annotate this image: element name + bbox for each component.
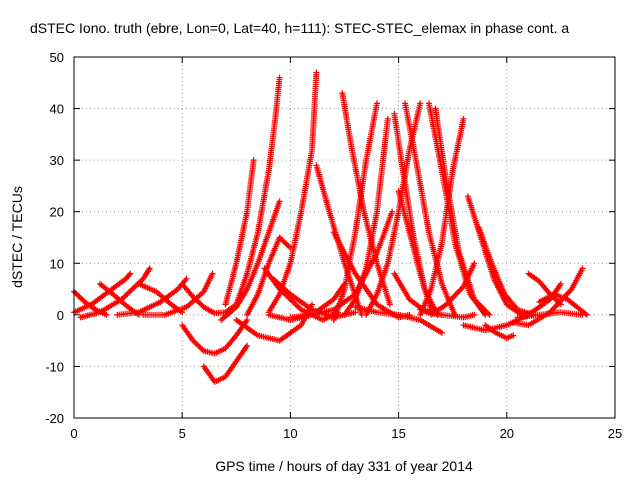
data-point-markers — [341, 115, 391, 318]
y-tick-label: 20 — [50, 205, 64, 220]
data-point-markers — [261, 265, 341, 323]
x-tick-label: 15 — [391, 426, 405, 441]
data-arc — [179, 317, 251, 357]
x-tick-label: 10 — [283, 426, 297, 441]
y-axis-label: dSTEC / TECUs — [9, 186, 25, 288]
data-arc — [222, 157, 257, 308]
data-arc — [417, 306, 478, 321]
data-arc — [261, 265, 341, 323]
data-point-markers — [536, 291, 590, 318]
x-tick-label: 0 — [70, 426, 77, 441]
data-arc — [140, 270, 216, 318]
data-point-markers — [417, 306, 478, 321]
y-tick-label: 30 — [50, 153, 64, 168]
data-point-markers — [352, 304, 445, 336]
data-point-markers — [179, 317, 251, 357]
data-arc — [200, 342, 251, 385]
data-point-markers — [525, 270, 564, 308]
data-point-markers — [200, 342, 251, 385]
x-tick-label: 25 — [608, 426, 622, 441]
data-point-markers — [475, 224, 536, 318]
data-arc — [536, 291, 590, 318]
data-marks — [71, 69, 590, 385]
y-tick-label: 40 — [50, 102, 64, 117]
data-arc — [233, 74, 283, 308]
y-tick-label: 0 — [57, 308, 64, 323]
data-arc — [402, 100, 458, 318]
plot-frame — [73, 56, 616, 419]
data-arc — [352, 304, 445, 336]
y-tick-label: -10 — [45, 359, 64, 374]
data-arc — [514, 309, 586, 321]
grid — [74, 57, 615, 418]
data-arc — [475, 224, 536, 318]
data-arc — [425, 100, 489, 318]
data-arc — [330, 100, 380, 323]
x-tick-label: 5 — [179, 426, 186, 441]
axis-ticks: 0 5 10 15 20 25 -20 -10 0 10 20 30 40 50 — [45, 50, 622, 441]
data-point-markers — [233, 74, 283, 308]
data-point-markers — [179, 280, 240, 317]
y-tick-label: 50 — [50, 50, 64, 65]
chart-title: dSTEC Iono. truth (ebre, Lon=0, Lat=40, … — [30, 20, 569, 36]
data-arc — [179, 280, 240, 317]
y-tick-label: 10 — [50, 256, 64, 271]
y-tick-label: -20 — [45, 411, 64, 426]
data-arc — [244, 234, 294, 318]
x-axis-label: GPS time / hours of day 331 of year 2014 — [215, 458, 473, 474]
data-point-markers — [140, 270, 216, 318]
data-point-markers — [514, 309, 586, 321]
data-point-markers — [244, 234, 294, 318]
x-tick-label: 20 — [500, 426, 514, 441]
data-point-markers — [222, 157, 257, 308]
data-point-markers — [402, 100, 458, 318]
data-arc — [525, 270, 564, 308]
data-point-markers — [330, 100, 380, 323]
data-arc — [341, 115, 391, 318]
data-point-markers — [425, 100, 489, 318]
